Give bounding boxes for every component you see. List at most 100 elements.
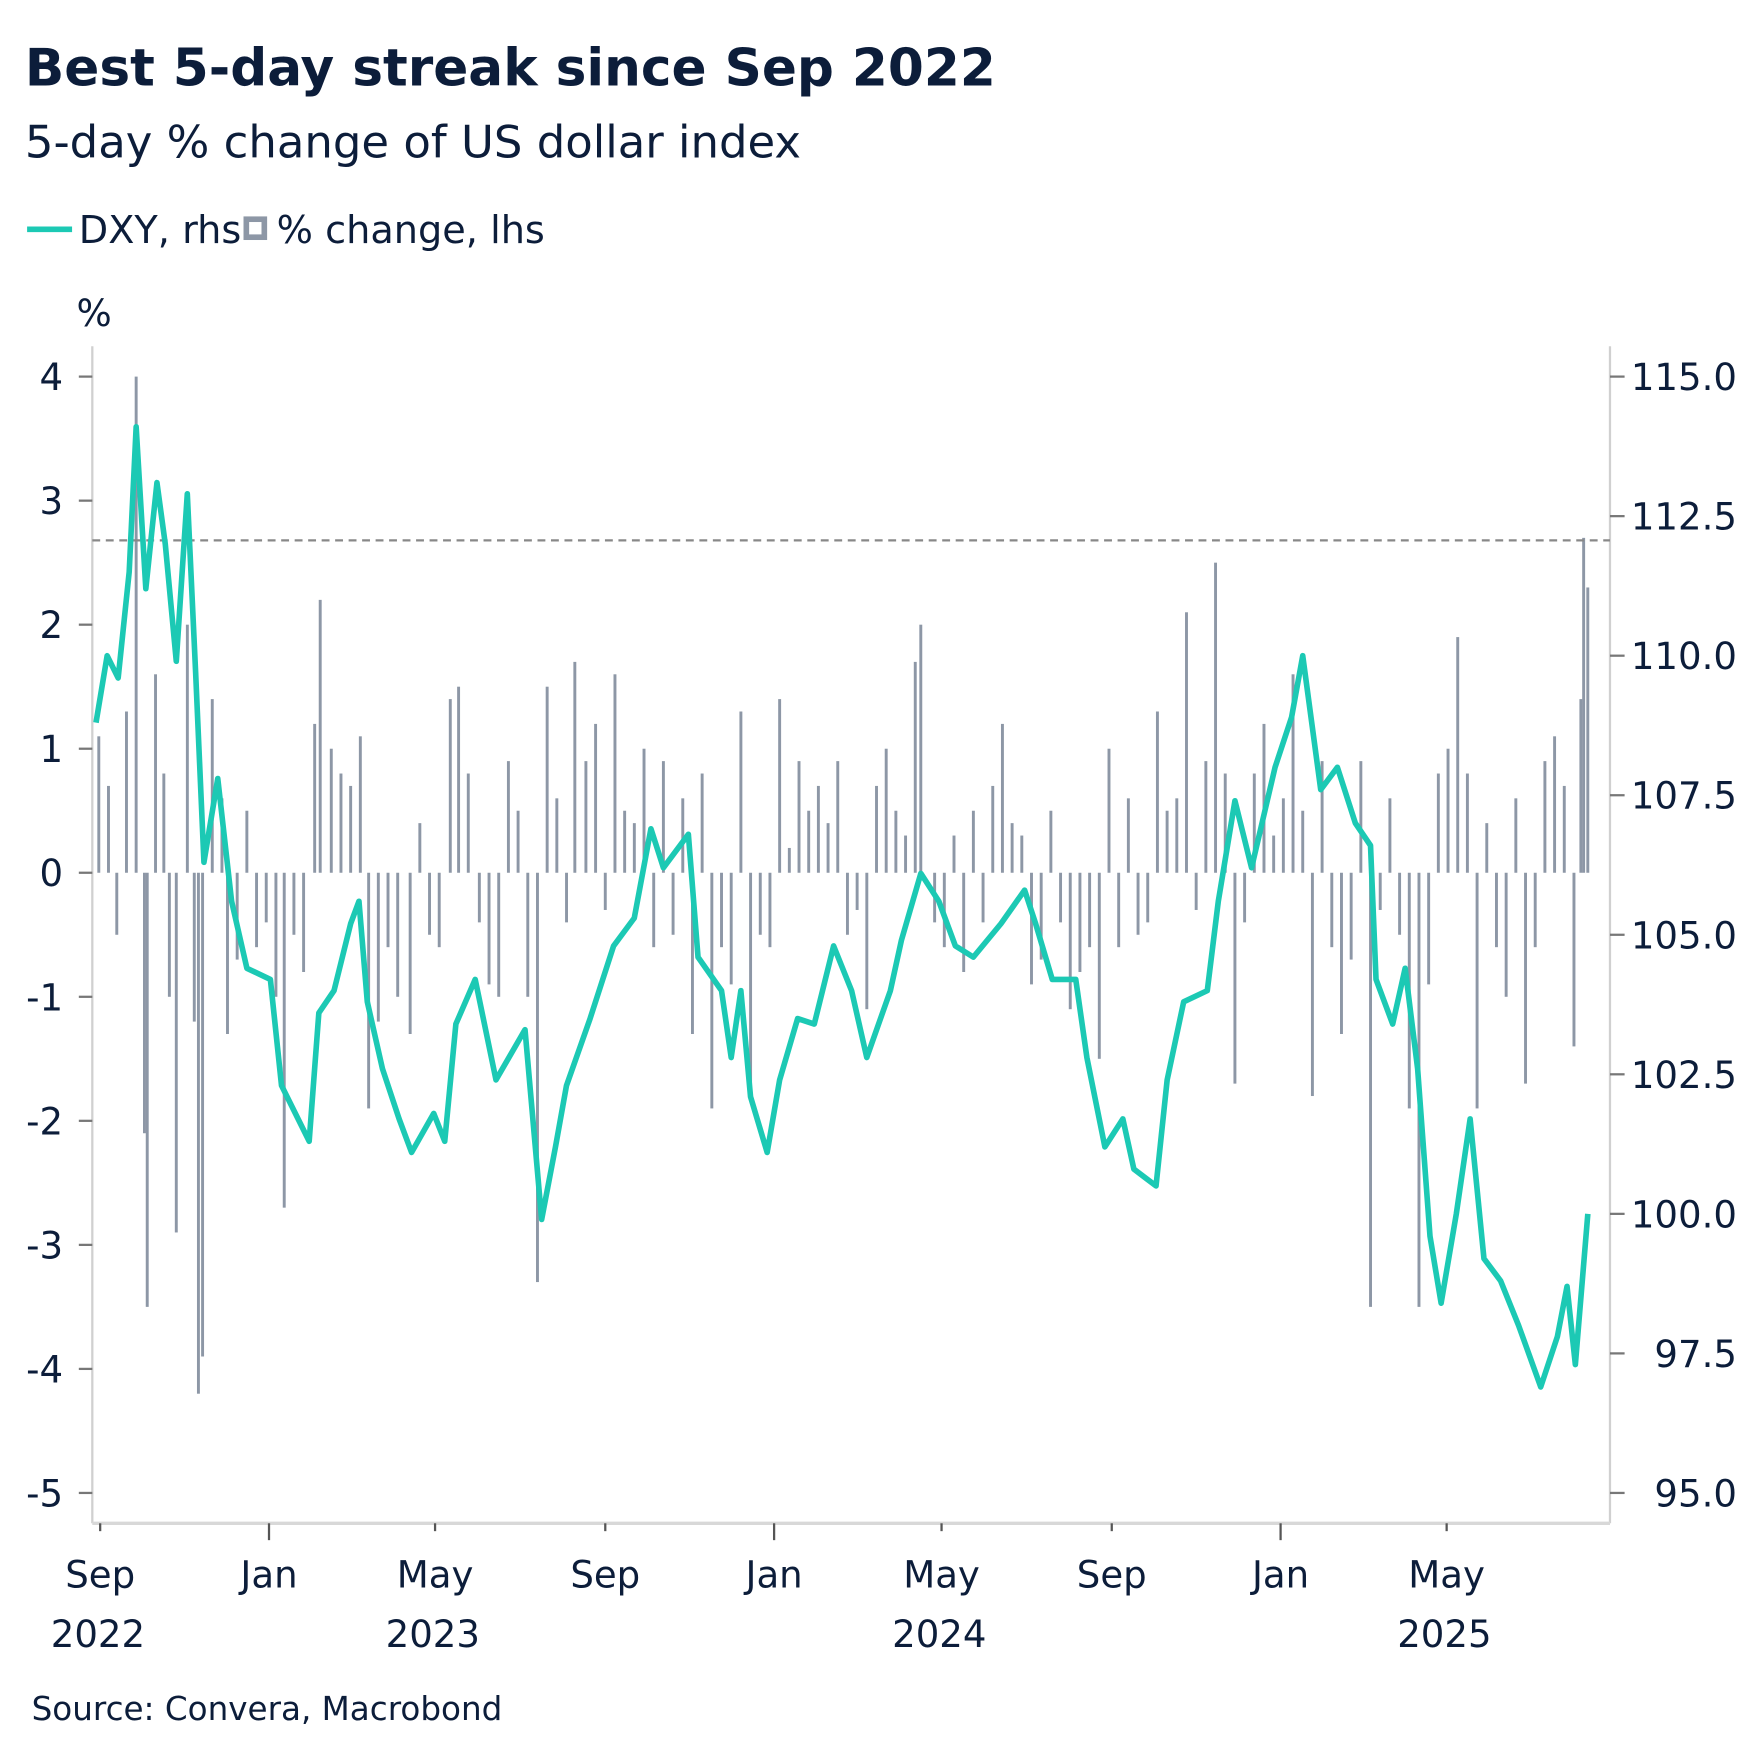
x-tick-label-year: 2025 [1397, 1613, 1491, 1656]
bar [1359, 761, 1363, 873]
bar [339, 773, 343, 873]
bar [1349, 872, 1353, 960]
legend-label-dxy: DXY, rhs [79, 209, 241, 253]
bar [1030, 872, 1033, 985]
bar [134, 376, 138, 873]
bar [1194, 872, 1198, 910]
bar [1010, 823, 1014, 873]
bar [192, 872, 196, 1022]
bar [739, 711, 743, 873]
bar [274, 872, 278, 997]
bar [1586, 587, 1590, 873]
bar [536, 872, 539, 1283]
x-tick-label-month: May [397, 1553, 474, 1596]
bar [386, 872, 390, 948]
bar [971, 810, 975, 873]
bar [710, 872, 714, 1109]
bar [376, 872, 380, 1022]
bar [487, 872, 491, 985]
bar [1514, 798, 1518, 873]
bar [1165, 810, 1169, 873]
bar [1582, 537, 1586, 873]
bar [720, 872, 723, 948]
bar [632, 823, 636, 873]
bar [1533, 872, 1537, 948]
left-tick-label: -3 [26, 1224, 63, 1267]
bar [816, 785, 820, 873]
bar [97, 736, 101, 873]
bar [962, 872, 966, 972]
left-tick-label: 3 [39, 480, 63, 523]
x-tick-label-month: Jan [238, 1553, 297, 1596]
bar [201, 872, 205, 1357]
bar [226, 872, 229, 1035]
x-tick-label-month: Sep [1077, 1553, 1147, 1596]
source-note: Source: Convera, Macrobond [32, 1690, 503, 1728]
bar [1233, 872, 1237, 1084]
bar [1185, 612, 1188, 873]
axes [91, 346, 1612, 1525]
bar [282, 872, 286, 1208]
bar [125, 711, 128, 873]
bar [845, 872, 849, 935]
bar [526, 872, 530, 997]
bar [1465, 773, 1469, 873]
bar [292, 872, 296, 935]
bar [807, 810, 811, 873]
bar [573, 661, 577, 873]
left-tick-label: 0 [39, 852, 63, 895]
bar [545, 686, 549, 873]
x-tick-label-month: Jan [744, 1553, 803, 1596]
bar [349, 785, 353, 873]
bar [1378, 872, 1382, 910]
bar [1117, 872, 1121, 948]
bar [1049, 810, 1053, 873]
bar [1310, 872, 1314, 1097]
bar [154, 674, 157, 873]
bar [1369, 872, 1372, 1307]
bar [1088, 872, 1092, 948]
x-tick-label-month: Sep [570, 1553, 640, 1596]
bar [1272, 835, 1276, 873]
bar [919, 624, 923, 873]
bar [1214, 562, 1218, 873]
bar [1427, 872, 1431, 985]
bar [1175, 798, 1179, 873]
bar [318, 599, 322, 873]
x-tick-label-month: Sep [65, 1553, 135, 1596]
bar [313, 723, 317, 873]
chart-title: Best 5-day streak since Sep 2022 [25, 38, 996, 98]
bar [1388, 798, 1392, 873]
left-tick-label: 2 [39, 604, 63, 647]
bar [952, 835, 956, 873]
bar [690, 872, 694, 1035]
bar [418, 823, 422, 873]
bar [729, 872, 733, 985]
bar [913, 661, 917, 873]
bar [255, 872, 259, 948]
right-tick-label: 105.0 [1631, 914, 1737, 957]
bar [594, 723, 598, 873]
bar [981, 872, 985, 923]
bar [671, 872, 675, 935]
bar [1301, 810, 1305, 873]
bar [1340, 872, 1343, 1035]
bar [396, 872, 400, 997]
bar [1223, 773, 1227, 873]
bar [329, 748, 333, 873]
bar [1059, 872, 1063, 923]
bar [1243, 872, 1247, 923]
left-tick-label: 4 [39, 356, 63, 399]
bar [167, 872, 171, 997]
bar [210, 699, 214, 873]
bar [1155, 711, 1159, 873]
right-tick-label: 95.0 [1654, 1472, 1737, 1515]
bar [174, 872, 178, 1233]
bar [894, 810, 898, 873]
bar [865, 872, 869, 1010]
bar [185, 624, 189, 873]
left-tick-label: -1 [26, 976, 63, 1019]
legend-label-change: % change, lhs [277, 209, 545, 253]
bar [1524, 872, 1527, 1084]
